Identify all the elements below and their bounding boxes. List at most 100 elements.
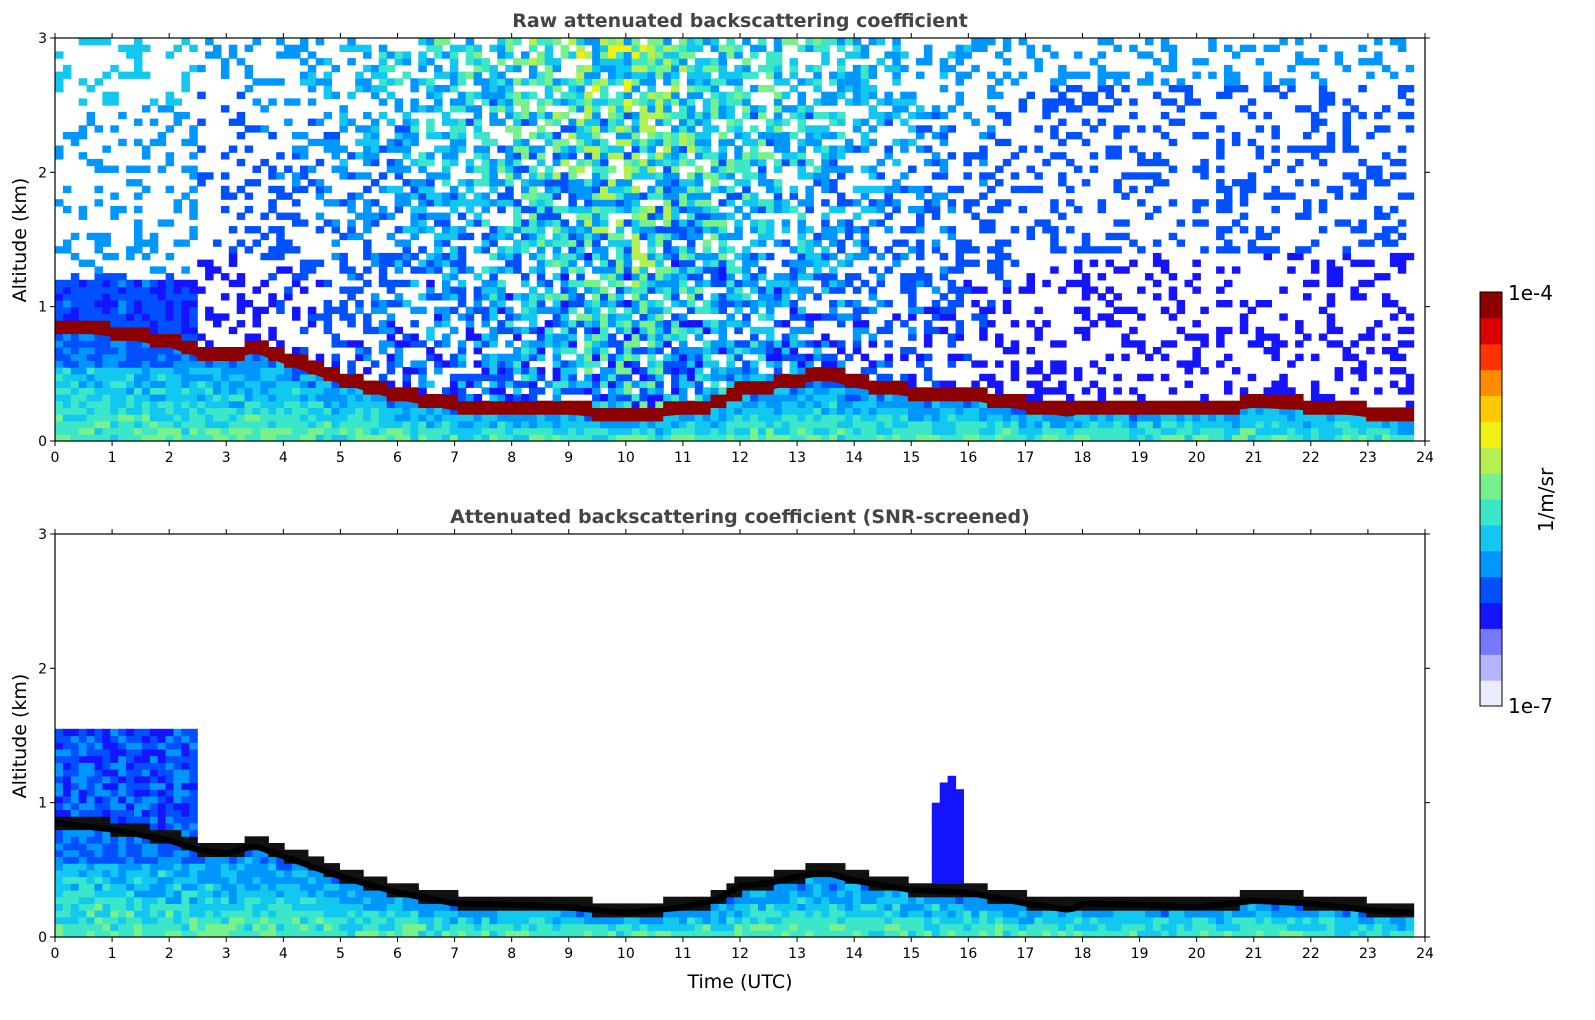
heatmap-cell — [615, 226, 625, 234]
heatmap-cell — [118, 286, 127, 294]
heatmap-cell — [1018, 286, 1028, 294]
heatmap-cell — [789, 326, 799, 335]
heatmap-cell — [860, 434, 870, 442]
heatmap-cell — [528, 212, 538, 220]
heatmap-cell — [213, 394, 222, 402]
heatmap-cell — [860, 226, 870, 234]
heatmap-cell — [1216, 427, 1225, 435]
heatmap-cell — [165, 367, 175, 375]
heatmap-cell — [536, 353, 546, 362]
heatmap-cell — [1160, 340, 1170, 348]
heatmap-cell — [86, 394, 96, 402]
heatmap-cell — [276, 427, 285, 435]
heatmap-cell — [410, 78, 419, 86]
heatmap-cell — [536, 58, 546, 66]
heatmap-cell — [852, 400, 862, 409]
heatmap-cell — [434, 98, 443, 106]
heatmap-cell — [434, 414, 443, 422]
heatmap-cell — [686, 246, 696, 254]
heatmap-cell — [1073, 85, 1083, 93]
heatmap-cell — [355, 152, 364, 160]
heatmap-cell — [55, 387, 64, 395]
heatmap-cell — [1113, 219, 1122, 227]
heatmap-cell — [315, 420, 325, 429]
heatmap-cell — [844, 259, 854, 267]
heatmap-cell — [963, 111, 972, 120]
heatmap-cell — [821, 98, 830, 106]
heatmap-cell — [378, 111, 388, 120]
heatmap-cell — [489, 158, 498, 167]
heatmap-cell — [615, 58, 625, 66]
heatmap-cell — [560, 98, 569, 106]
heatmap-cell — [284, 293, 293, 301]
heatmap-cell — [410, 279, 419, 288]
heatmap-cell — [639, 192, 648, 200]
heatmap-cell — [442, 313, 451, 321]
heatmap-cell — [734, 293, 743, 301]
heatmap-cell — [639, 286, 648, 294]
heatmap-cell — [639, 58, 648, 66]
heatmap-cell — [442, 226, 451, 234]
heatmap-cell — [576, 118, 585, 126]
heatmap-cell — [252, 420, 261, 429]
heatmap-cell — [868, 340, 878, 348]
heatmap-cell — [86, 111, 96, 120]
heatmap-cell — [702, 326, 712, 335]
heatmap-cell — [141, 407, 151, 415]
heatmap-cell — [663, 212, 672, 220]
heatmap-cell — [892, 158, 901, 167]
heatmap-cell — [860, 145, 870, 153]
heatmap-cell — [979, 38, 988, 46]
heatmap-cell — [1231, 132, 1241, 140]
heatmap-cell — [694, 407, 704, 415]
heatmap-cell — [426, 44, 435, 53]
heatmap-cell — [1026, 347, 1035, 355]
heatmap-cell — [852, 145, 862, 153]
heatmap-cell — [331, 407, 340, 415]
heatmap-cell — [694, 266, 704, 274]
heatmap-cell — [1097, 394, 1107, 402]
heatmap-cell — [813, 179, 822, 187]
heatmap-cell — [1216, 91, 1225, 100]
heatmap-cell — [655, 326, 664, 335]
heatmap-cell — [197, 118, 206, 126]
heatmap-cell — [995, 340, 1004, 348]
heatmap-cell — [987, 246, 996, 254]
heatmap-cell — [868, 293, 878, 301]
heatmap-cell — [655, 252, 664, 261]
heatmap-cell — [1152, 293, 1162, 301]
heatmap-cell — [1176, 85, 1186, 93]
heatmap-cell — [505, 434, 514, 442]
heatmap-cell — [1168, 98, 1178, 106]
heatmap-cell — [1058, 246, 1067, 254]
heatmap-cell — [521, 98, 530, 106]
heatmap-cell — [734, 125, 743, 133]
heatmap-cell — [465, 105, 475, 113]
heatmap-cell — [600, 145, 609, 153]
heatmap-cell — [805, 246, 814, 254]
heatmap-cell — [576, 125, 585, 133]
heatmap-cell — [434, 246, 443, 254]
heatmap-cell — [197, 407, 206, 415]
heatmap-cell — [663, 51, 672, 59]
heatmap-cell — [655, 44, 664, 53]
heatmap-cell — [805, 387, 814, 395]
heatmap-cell — [900, 320, 909, 328]
heatmap-cell — [94, 158, 103, 167]
heatmap-cell — [829, 420, 838, 429]
heatmap-cell — [513, 158, 522, 167]
heatmap-cell — [331, 239, 340, 247]
heatmap-cell — [284, 373, 293, 382]
heatmap-cell — [110, 300, 119, 308]
heatmap-cell — [1224, 71, 1233, 79]
heatmap-cell — [134, 192, 143, 200]
heatmap-cell — [528, 152, 538, 160]
heatmap-cell — [1216, 340, 1225, 348]
heatmap-cell — [110, 306, 119, 315]
heatmap-cell — [473, 360, 483, 368]
heatmap-cell — [386, 414, 396, 422]
heatmap-cell — [655, 373, 664, 382]
heatmap-cell — [592, 239, 601, 247]
heatmap-cell — [789, 340, 799, 348]
heatmap-cell — [789, 64, 799, 73]
